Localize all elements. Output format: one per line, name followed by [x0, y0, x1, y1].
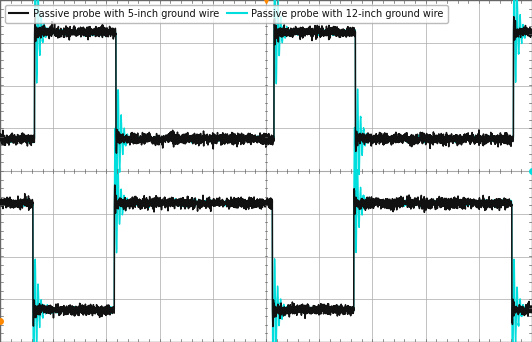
- Legend: Passive probe with 5-inch ground wire, Passive probe with 12-inch ground wire: Passive probe with 5-inch ground wire, P…: [5, 5, 447, 23]
